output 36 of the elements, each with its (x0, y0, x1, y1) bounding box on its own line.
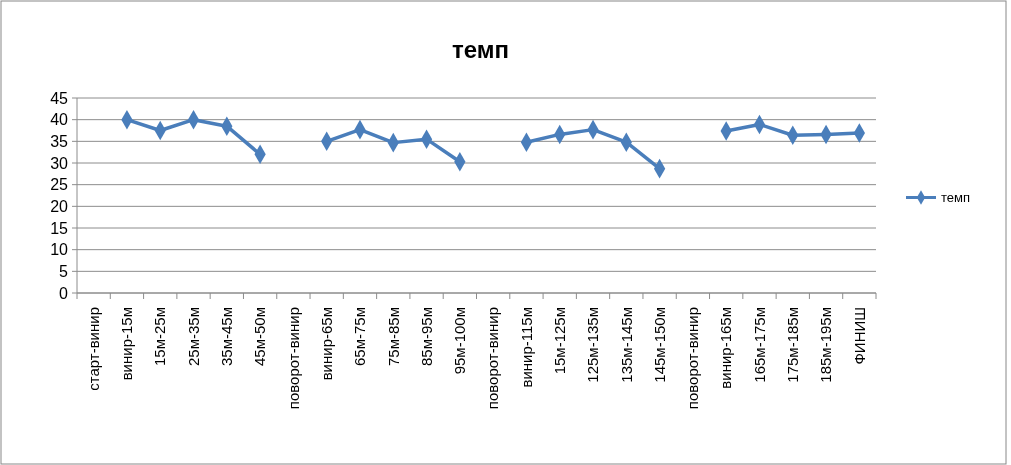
y-tick-label: 0 (59, 284, 69, 302)
x-tick-label: 15м-125м (550, 307, 568, 375)
x-tick-label: 15м-25м (151, 307, 169, 366)
y-tick-label: 20 (50, 197, 69, 215)
x-tick-label: поворот-винир (284, 307, 302, 410)
x-tick-label: поворот-винир (684, 307, 702, 410)
y-tick-label: 25 (50, 176, 69, 194)
x-tick-label: 65м-75м (351, 307, 369, 366)
x-tick-label: 35м-45м (218, 307, 236, 366)
y-tick-label: 5 (59, 262, 69, 280)
x-tick-label: винир-15м (118, 307, 136, 381)
y-tick-label: 30 (50, 154, 69, 172)
x-tick-label: 135м-145м (617, 307, 635, 383)
x-tick-label: 125м-135м (584, 307, 602, 383)
y-tick-label: 45 (50, 89, 69, 107)
x-tick-label: 45м-50м (251, 307, 269, 366)
x-tick-label: 185м-195м (817, 307, 835, 383)
x-tick-label: 95м-100м (451, 307, 469, 375)
x-tick-label: ФИНИШ (850, 307, 868, 365)
x-tick-label: 25м-35м (184, 307, 202, 366)
chart-title: темп (451, 36, 510, 63)
x-tick-label: 75м-85м (384, 307, 402, 366)
x-tick-label: старт-винир (84, 307, 102, 391)
y-tick-label: 10 (50, 241, 69, 259)
x-tick-label: поворот-винир (484, 307, 502, 410)
y-tick-label: 15 (50, 219, 69, 237)
x-tick-label: 145м-150м (650, 307, 668, 383)
x-tick-label: 165м-175м (750, 307, 768, 383)
x-tick-label: 175м-185м (784, 307, 802, 383)
x-tick-label: винир-65м (317, 307, 335, 381)
x-tick-label: винир-115м (517, 307, 535, 388)
legend-label: темп (941, 190, 971, 206)
x-tick-label: 85м-95м (417, 307, 435, 366)
y-tick-label: 35 (50, 132, 69, 150)
y-tick-label: 40 (50, 111, 69, 129)
x-tick-label: винир-165м (717, 307, 735, 389)
